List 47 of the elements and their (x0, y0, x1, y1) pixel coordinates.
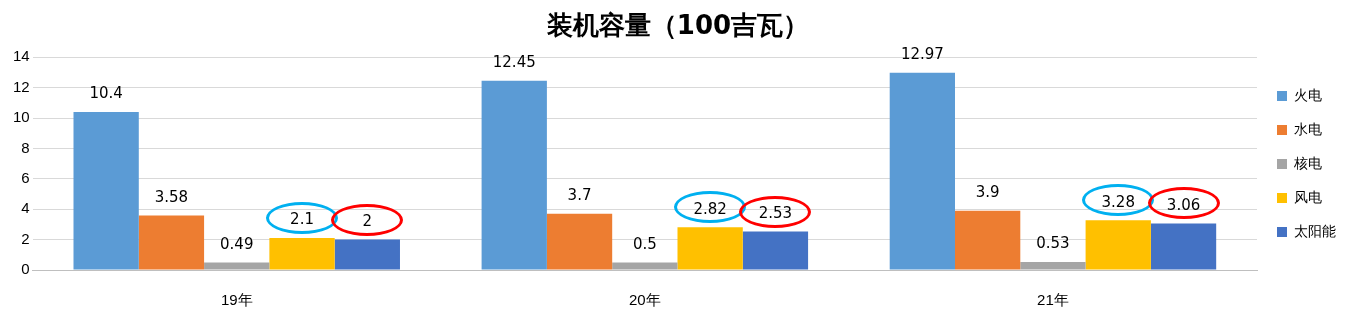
legend-label: 太阳能 (1294, 222, 1336, 239)
legend-label: 水电 (1294, 120, 1322, 137)
data-label: 2.82 (693, 199, 727, 218)
chart-title: 装机容量（100吉瓦） (545, 10, 810, 41)
data-label: 12.97 (900, 45, 944, 64)
bar (612, 262, 678, 270)
x-tick-label: 20年 (629, 291, 661, 309)
y-tick-label: 10 (13, 108, 30, 126)
data-label: 3.06 (1166, 195, 1201, 214)
data-label: 0.5 (632, 234, 657, 253)
x-tick-label: 21年 (1037, 291, 1069, 309)
data-label: 3.7 (567, 186, 592, 205)
legend-label: 风电 (1294, 188, 1322, 205)
legend-label: 核电 (1293, 154, 1322, 171)
data-label: 3.58 (154, 187, 189, 206)
data-label: 10.4 (89, 84, 123, 103)
bar (955, 210, 1021, 270)
y-tick-label: 6 (21, 168, 30, 186)
data-label: 3.28 (1101, 192, 1135, 211)
bar (677, 227, 743, 270)
y-tick-label: 4 (21, 199, 30, 217)
bar (1150, 223, 1217, 270)
y-tick-label: 12 (13, 77, 30, 95)
data-label: 0.49 (220, 234, 254, 253)
data-label: 2.53 (758, 203, 793, 222)
bar (546, 213, 613, 270)
y-tick-label: 2 (21, 229, 30, 247)
bar (481, 80, 547, 270)
bar (73, 111, 139, 270)
bar (742, 231, 809, 270)
bar (1085, 220, 1151, 270)
x-tick-label: 19年 (220, 291, 253, 309)
y-tick-label: 8 (21, 138, 30, 156)
bar (889, 72, 955, 270)
data-label: 2.1 (290, 210, 314, 229)
bar (1020, 261, 1086, 270)
bar (204, 262, 270, 270)
data-label: 12.45 (492, 53, 536, 72)
data-label: 3.9 (975, 183, 1000, 202)
y-tick-label: 14 (13, 47, 30, 65)
legend-label: 火电 (1294, 86, 1322, 103)
data-label: 2 (362, 211, 373, 230)
bar (138, 215, 205, 270)
y-tick-label: 0 (21, 260, 30, 278)
data-label: 0.53 (1036, 234, 1070, 253)
bar (334, 239, 400, 270)
bar (269, 238, 335, 270)
